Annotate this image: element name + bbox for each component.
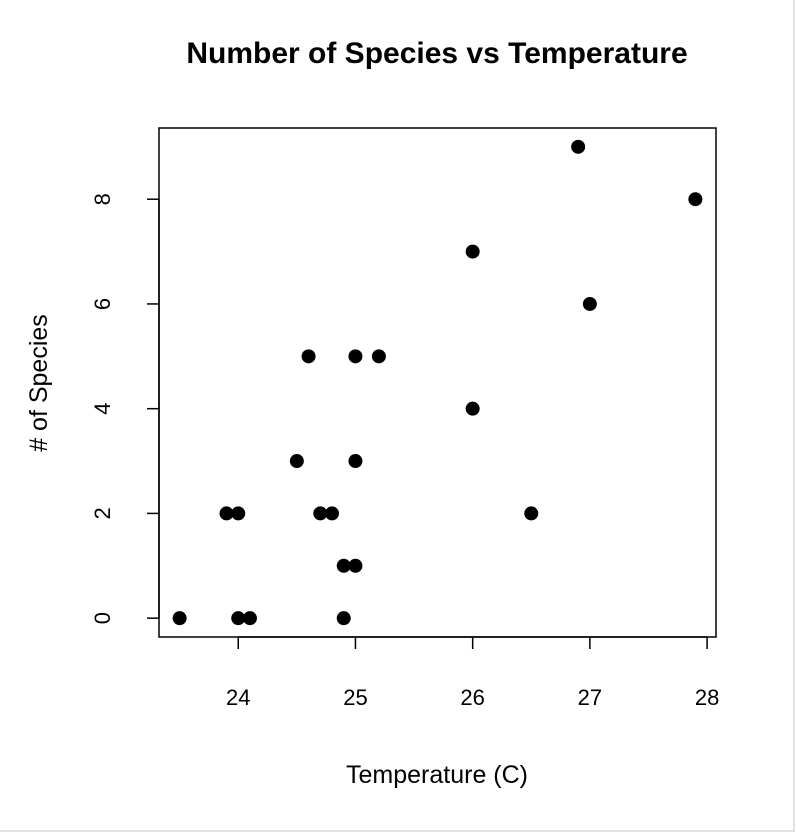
y-tick-label: 4 xyxy=(90,403,115,415)
data-point xyxy=(242,611,257,626)
data-point xyxy=(231,506,246,521)
y-axis: 0 2 4 6 8 xyxy=(90,193,160,624)
y-axis-label: # of Species xyxy=(25,314,53,452)
y-tick-label: 0 xyxy=(90,612,115,624)
data-point xyxy=(336,558,351,573)
data-point xyxy=(313,506,328,521)
x-tick-label: 27 xyxy=(578,685,602,710)
data-point xyxy=(219,506,234,521)
points xyxy=(172,139,703,626)
data-point xyxy=(348,454,363,469)
data-point xyxy=(231,611,246,626)
data-point xyxy=(524,506,539,521)
y-tick-label: 6 xyxy=(90,298,115,310)
data-point xyxy=(571,139,586,154)
data-point xyxy=(172,611,187,626)
x-axis: 24 25 26 27 28 xyxy=(226,636,719,710)
data-point xyxy=(688,192,703,207)
data-point xyxy=(325,506,340,521)
data-point xyxy=(336,611,351,626)
data-point xyxy=(371,349,386,364)
chart-title: Number of Species vs Temperature xyxy=(186,37,687,70)
data-point xyxy=(465,401,480,416)
data-point xyxy=(301,349,316,364)
y-tick-label: 8 xyxy=(90,193,115,205)
x-tick-label: 25 xyxy=(343,685,367,710)
data-point xyxy=(348,349,363,364)
x-axis-label: Temperature (C) xyxy=(346,761,528,789)
x-tick-label: 24 xyxy=(226,685,250,710)
x-tick-label: 28 xyxy=(695,685,719,710)
data-point xyxy=(465,244,480,259)
y-tick-label: 2 xyxy=(90,507,115,519)
data-point xyxy=(348,558,363,573)
plot-box xyxy=(158,127,717,638)
data-point xyxy=(289,454,304,469)
x-tick-label: 26 xyxy=(460,685,484,710)
data-point xyxy=(582,296,597,311)
